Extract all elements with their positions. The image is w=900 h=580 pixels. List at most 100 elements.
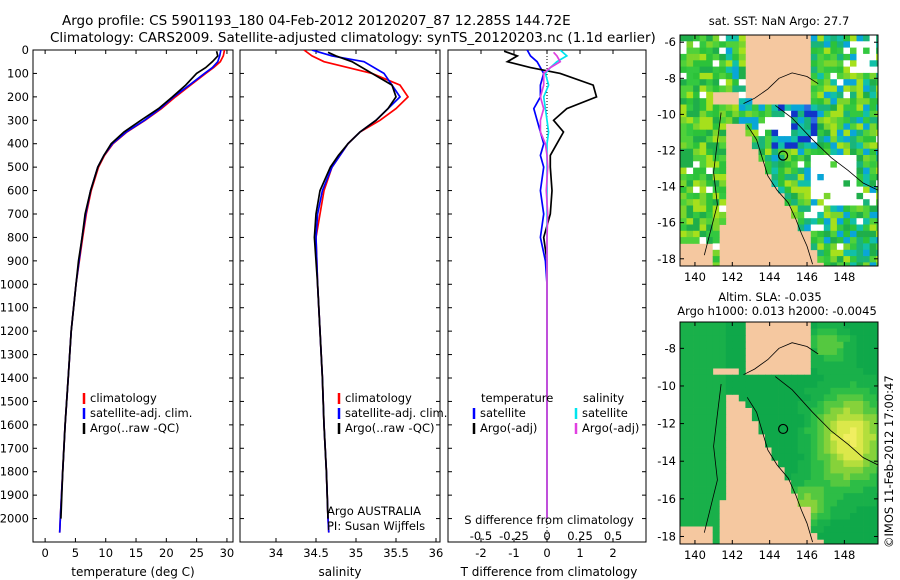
sst-map-cell: [863, 123, 871, 131]
temperature-series-line: [60, 50, 219, 519]
sst-map-cell: [693, 155, 701, 162]
sla-map-cell: [693, 519, 701, 527]
sst-map-cell: [830, 167, 838, 175]
sla-map-cell: [732, 328, 740, 336]
sla-map-cell: [738, 368, 746, 376]
sla-map-cell: [765, 374, 772, 382]
sla-map-cell: [876, 387, 878, 395]
sst-map-cell: [850, 91, 857, 99]
sst-map-cell: [843, 47, 851, 55]
sla-map-cell: [693, 433, 701, 441]
sst-map-cell: [732, 110, 740, 118]
sst-map-cell: [680, 123, 687, 131]
sst-map-cell: [680, 174, 687, 181]
sla-map-cell: [810, 420, 818, 428]
sla-map-cell: [771, 381, 779, 389]
sst-map-cell: [823, 117, 831, 124]
sst-map-cell: [680, 98, 687, 105]
sla-map-cell: [712, 348, 720, 356]
sla-map-cell: [830, 401, 838, 408]
sla-map-cell: [791, 407, 799, 415]
sla-map-cell: [817, 322, 825, 329]
sla-map-cell: [856, 506, 864, 514]
sla-map-cell: [804, 387, 812, 395]
sst-map-cell: [856, 205, 864, 213]
sla-map-cell: [850, 414, 857, 422]
sst-map-cell: [817, 66, 825, 74]
sla-map-cell: [686, 486, 694, 494]
sla-map-cell: [843, 401, 851, 408]
sla-map-cell: [712, 394, 720, 402]
sst-map-cell: [693, 142, 701, 150]
sst-map-cell: [856, 174, 864, 181]
sla-map-cell: [836, 447, 844, 455]
sla-map-cell: [843, 519, 851, 527]
sla-map-cell: [738, 348, 746, 356]
sst-map-cell: [810, 237, 818, 244]
sla-map-cell: [699, 493, 707, 501]
sst-map-cell: [863, 161, 871, 169]
difference-legend-salinity-label: satellite: [582, 406, 628, 420]
sla-map-cell: [693, 354, 701, 362]
sla-map-cell: [817, 387, 825, 395]
sla-map-cell: [817, 506, 825, 514]
sla-map-contour-line: [775, 376, 878, 466]
sla-map-cell: [876, 361, 878, 369]
sst-map-cell: [830, 161, 838, 169]
sst-map-cell: [817, 192, 825, 200]
sla-map-cell: [693, 499, 701, 507]
temperature-ytick-label: 1300: [0, 348, 29, 362]
sst-map-cell: [876, 47, 878, 55]
sst-map-cell: [706, 237, 714, 244]
sst-map-cell: [745, 110, 753, 118]
sst-map-cell: [712, 85, 720, 93]
sla-map-cell: [823, 453, 831, 461]
sst-map-cell: [863, 249, 871, 257]
sst-map-cell: [810, 218, 818, 225]
sla-map-cell: [869, 348, 877, 356]
sst-map-cell: [876, 85, 878, 93]
sst-map-cell: [719, 66, 727, 74]
sst-map-cell: [791, 186, 799, 194]
sla-map-cell: [686, 519, 694, 527]
sla-map-cell: [732, 322, 740, 329]
sst-map-cell: [823, 79, 831, 86]
sst-map-cell: [856, 262, 864, 266]
sst-map-cell: [751, 104, 759, 112]
sla-map-cell: [699, 513, 707, 520]
sla-map-cell: [810, 401, 818, 408]
sla-map-cell: [797, 460, 805, 468]
temperature-ytick-label: 1400: [0, 371, 29, 385]
sla-map-cell: [810, 480, 818, 487]
sst-map-cell: [850, 41, 857, 49]
sla-map-cell: [699, 506, 707, 514]
sst-map-cell: [836, 205, 844, 213]
sla-map-cell: [843, 440, 851, 448]
sla-map-cell: [706, 440, 714, 448]
sst-map-cell: [693, 129, 701, 137]
sst-map-cell: [863, 91, 871, 99]
sla-map-cell: [686, 460, 694, 468]
sst-map-cell: [863, 136, 871, 143]
sst-map-cell: [817, 79, 825, 86]
sst-map-cell: [810, 155, 818, 162]
sla-map-cell: [804, 460, 812, 468]
sst-map-cell: [823, 211, 831, 219]
sla-map-cell: [680, 361, 687, 369]
sla-map-cell: [817, 453, 825, 461]
sst-map-cell: [850, 123, 857, 131]
sst-map-cell: [771, 167, 779, 175]
sst-map-cell: [823, 72, 831, 80]
sst-map-cell: [850, 224, 857, 232]
sst-map-cell: [784, 129, 792, 137]
sst-map-cell: [791, 167, 799, 175]
sla-map-cell: [863, 361, 871, 369]
sst-map-cell: [817, 199, 825, 206]
salinity-xtick-label: 34: [269, 546, 284, 560]
sla-map-cell: [693, 401, 701, 408]
sst-map-cell: [810, 142, 818, 150]
sst-map-cell: [863, 186, 871, 194]
sst-map-cell: [869, 117, 877, 124]
sst-map-cell: [869, 161, 877, 169]
sst-map-cell: [680, 224, 687, 232]
